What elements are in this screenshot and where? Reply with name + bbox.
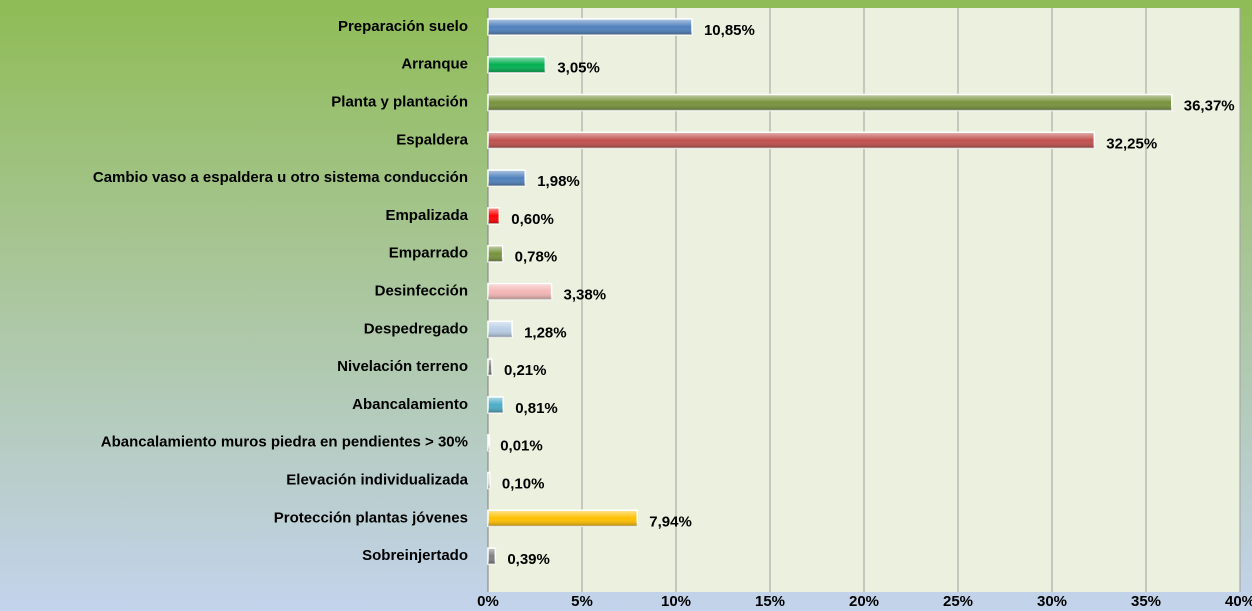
value-label: 10,85% [704, 22, 755, 39]
bar-shine [488, 359, 492, 376]
y-tick-label: Planta y plantación [331, 93, 468, 110]
value-label: 3,38% [564, 286, 607, 303]
bar-shine [488, 132, 1095, 149]
bar-shine [488, 18, 692, 35]
bar-shine [488, 510, 638, 527]
bar-shine [488, 472, 490, 489]
y-tick-label: Abancalamiento muros piedra en pendiente… [101, 434, 468, 451]
bar-shine [488, 548, 496, 565]
bar-shine [488, 321, 513, 338]
value-label: 1,98% [537, 173, 580, 190]
value-label: 36,37% [1184, 97, 1235, 114]
bar-shine [488, 94, 1172, 111]
x-tick-label: 0% [477, 593, 499, 610]
y-tick-label: Preparación suelo [338, 18, 468, 35]
bar-shine [488, 434, 490, 451]
x-tick-label: 25% [943, 593, 973, 610]
bar-shine [488, 170, 526, 187]
y-tick-label: Elevación individualizada [286, 471, 468, 488]
value-label: 0,01% [500, 438, 543, 455]
y-tick-label: Protección plantas jóvenes [274, 509, 468, 526]
y-tick-label: Despedregado [364, 320, 468, 337]
x-tick-label: 40% [1225, 593, 1252, 610]
value-label: 32,25% [1106, 135, 1157, 152]
x-tick-label: 5% [571, 593, 593, 610]
x-tick-label: 10% [661, 593, 691, 610]
y-tick-label: Abancalamiento [352, 396, 468, 413]
value-label: 0,39% [507, 551, 550, 568]
y-tick-label: Empalizada [385, 207, 468, 224]
y-tick-label: Nivelación terreno [337, 358, 468, 375]
value-label: 3,05% [557, 60, 600, 77]
bar-shine [488, 396, 504, 413]
bar-shine [488, 207, 500, 224]
bar-shine [488, 283, 552, 300]
bar-shine [488, 56, 546, 73]
y-tick-label: Emparrado [389, 245, 468, 262]
value-label: 0,81% [515, 400, 558, 417]
x-tick-label: 30% [1037, 593, 1067, 610]
y-tick-label: Espaldera [396, 131, 468, 148]
x-tick-label: 15% [755, 593, 785, 610]
value-label: 0,21% [504, 362, 547, 379]
x-tick-label: 20% [849, 593, 879, 610]
y-tick-label: Cambio vaso a espaldera u otro sistema c… [93, 169, 468, 186]
value-label: 0,78% [515, 249, 558, 266]
value-label: 0,60% [511, 211, 554, 228]
value-label: 1,28% [524, 324, 567, 341]
value-label: 7,94% [649, 513, 692, 530]
y-tick-label: Arranque [401, 56, 468, 73]
y-tick-label: Sobreinjertado [362, 547, 468, 564]
bar-shine [488, 245, 503, 262]
value-label: 0,10% [502, 475, 545, 492]
x-tick-label: 35% [1131, 593, 1161, 610]
y-tick-label: Desinfección [375, 282, 468, 299]
